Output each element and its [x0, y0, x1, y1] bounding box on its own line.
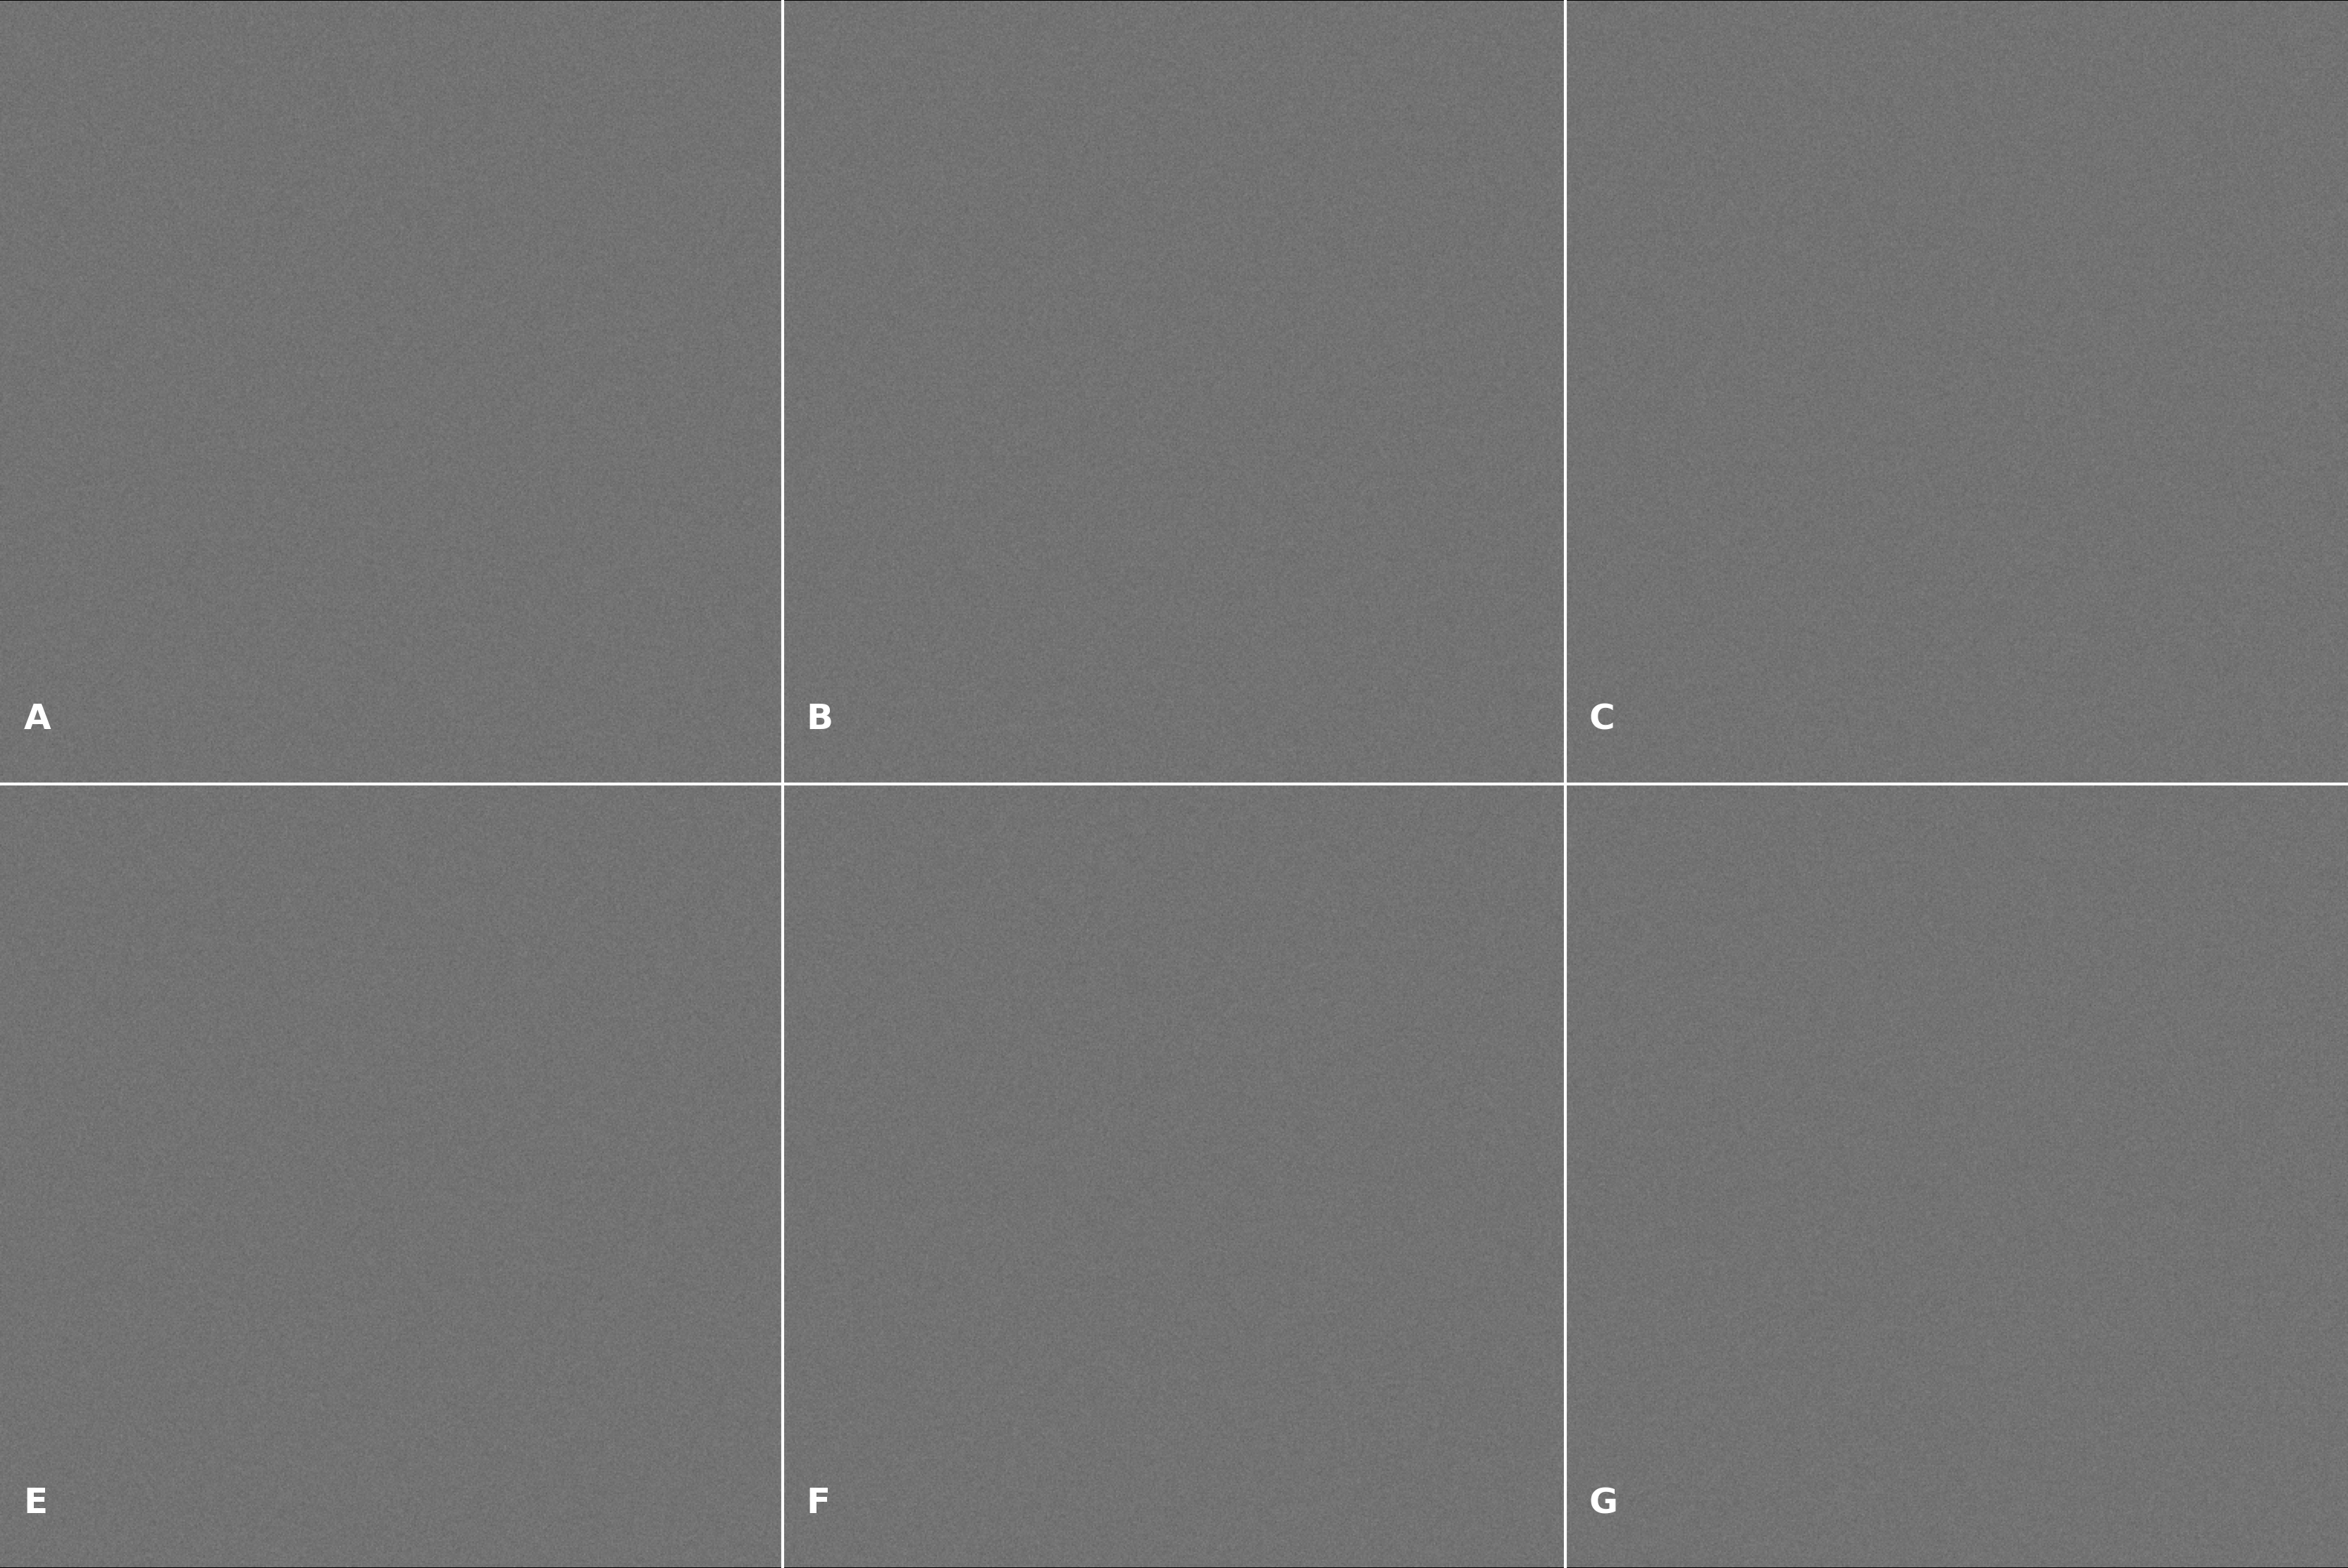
Text: C: C: [1590, 702, 1615, 737]
Text: G: G: [1590, 1486, 1618, 1521]
Text: F: F: [805, 1486, 831, 1521]
Text: B: B: [805, 702, 834, 737]
Text: E: E: [23, 1486, 47, 1521]
Text: A: A: [23, 702, 52, 737]
